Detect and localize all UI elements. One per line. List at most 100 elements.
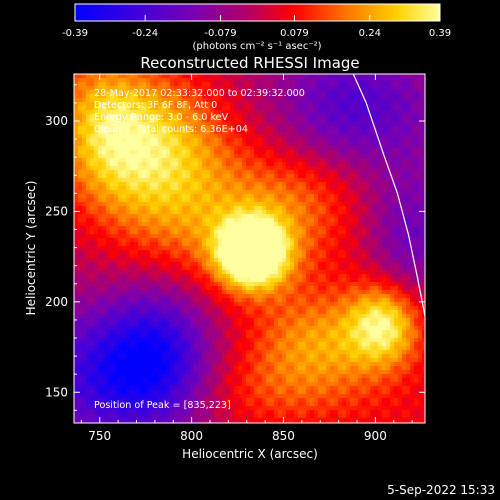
heatmap-cell — [122, 326, 127, 331]
heatmap-cell — [262, 238, 267, 243]
heatmap-cell — [210, 214, 215, 219]
heatmap-cell — [262, 362, 267, 367]
heatmap-cell — [258, 222, 263, 227]
heatmap-cell — [122, 166, 127, 171]
heatmap-cell — [110, 306, 115, 311]
heatmap-cell — [222, 322, 227, 327]
heatmap-cell — [294, 78, 299, 83]
heatmap-cell — [298, 146, 303, 151]
heatmap-cell — [166, 266, 171, 271]
heatmap-cell — [214, 158, 219, 163]
heatmap-cell — [286, 410, 291, 415]
heatmap-cell — [134, 350, 139, 355]
heatmap-cell — [238, 206, 243, 211]
heatmap-cell — [262, 318, 267, 323]
heatmap-cell — [214, 354, 219, 359]
heatmap-cell — [270, 166, 275, 171]
heatmap-cell — [246, 210, 251, 215]
heatmap-cell — [290, 254, 295, 259]
heatmap-cell — [206, 350, 211, 355]
heatmap-cell — [118, 186, 123, 191]
heatmap-cell — [238, 218, 243, 223]
heatmap-cell — [294, 258, 299, 263]
heatmap-cell — [270, 326, 275, 331]
heatmap-cell — [82, 238, 87, 243]
heatmap-cell — [178, 354, 183, 359]
heatmap-cell — [86, 210, 91, 215]
heatmap-cell — [98, 382, 103, 387]
heatmap-cell — [82, 414, 87, 419]
heatmap-cell — [290, 158, 295, 163]
heatmap-cell — [74, 242, 79, 247]
heatmap-cell — [82, 98, 87, 103]
heatmap-cell — [118, 414, 123, 419]
heatmap-cell — [134, 78, 139, 83]
heatmap-cell — [138, 194, 143, 199]
heatmap-cell — [274, 258, 279, 263]
heatmap-cell — [250, 346, 255, 351]
heatmap-cell — [166, 342, 171, 347]
heatmap-cell — [254, 306, 259, 311]
heatmap-cell — [106, 310, 111, 315]
heatmap-cell — [290, 222, 295, 227]
heatmap-cell — [254, 210, 259, 215]
heatmap-cell — [146, 126, 151, 131]
heatmap-cell — [298, 206, 303, 211]
heatmap-cell — [114, 394, 119, 399]
heatmap-cell — [294, 202, 299, 207]
heatmap-cell — [250, 162, 255, 167]
heatmap-cell — [150, 358, 155, 363]
heatmap-cell — [218, 146, 223, 151]
heatmap-cell — [190, 298, 195, 303]
heatmap-cell — [230, 358, 235, 363]
heatmap-cell — [198, 102, 203, 107]
heatmap-cell — [234, 258, 239, 263]
heatmap-cell — [174, 182, 179, 187]
heatmap-cell — [214, 194, 219, 199]
heatmap-cell — [234, 398, 239, 403]
heatmap-cell — [254, 182, 259, 187]
heatmap-cell — [118, 78, 123, 83]
heatmap-cell — [262, 274, 267, 279]
heatmap-cell — [106, 410, 111, 415]
heatmap-cell — [202, 74, 207, 79]
heatmap-cell — [134, 170, 139, 175]
heatmap-cell — [242, 122, 247, 127]
heatmap-cell — [222, 374, 227, 379]
heatmap-cell — [202, 246, 207, 251]
heatmap-cell — [106, 138, 111, 143]
heatmap-cell — [78, 326, 83, 331]
heatmap-cell — [198, 266, 203, 271]
heatmap-cell — [106, 382, 111, 387]
heatmap-cell — [126, 266, 131, 271]
heatmap-cell — [98, 150, 103, 155]
heatmap-cell — [194, 402, 199, 407]
heatmap-cell — [258, 134, 263, 139]
heatmap-cell — [190, 282, 195, 287]
heatmap-cell — [286, 306, 291, 311]
heatmap-cell — [230, 198, 235, 203]
heatmap-cell — [114, 114, 119, 119]
heatmap-cell — [218, 218, 223, 223]
heatmap-cell — [110, 402, 115, 407]
heatmap-cell — [162, 142, 167, 147]
heatmap-cell — [82, 250, 87, 255]
heatmap-cell — [282, 326, 287, 331]
heatmap-cell — [106, 342, 111, 347]
heatmap-cell — [222, 362, 227, 367]
heatmap-cell — [174, 194, 179, 199]
heatmap-cell — [222, 394, 227, 399]
heatmap-cell — [266, 250, 271, 255]
heatmap-cell — [118, 178, 123, 183]
heatmap-cell — [166, 386, 171, 391]
heatmap-cell — [170, 346, 175, 351]
heatmap-cell — [126, 222, 131, 227]
heatmap-cell — [118, 322, 123, 327]
heatmap-cell — [162, 122, 167, 127]
heatmap-cell — [86, 246, 91, 251]
heatmap-cell — [158, 290, 163, 295]
heatmap-cell — [90, 354, 95, 359]
heatmap-cell — [102, 82, 107, 87]
heatmap-cell — [186, 194, 191, 199]
heatmap-cell — [290, 298, 295, 303]
